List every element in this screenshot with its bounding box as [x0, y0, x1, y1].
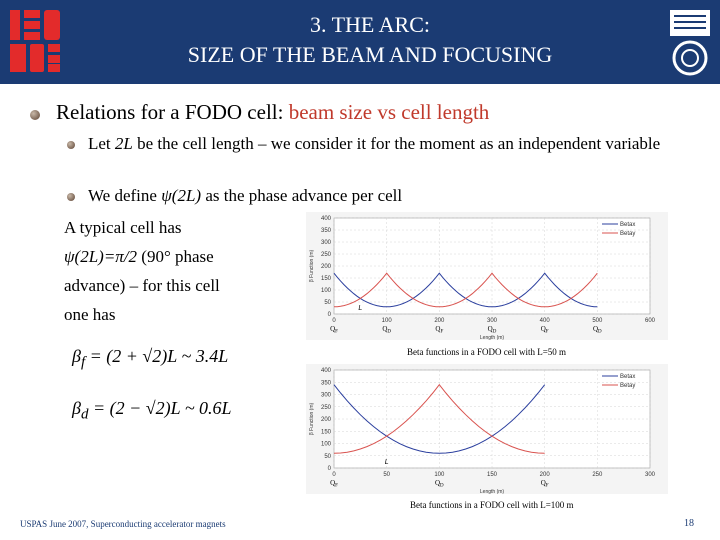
cell-length-label: L [358, 305, 362, 312]
magnet-label: QF [541, 325, 549, 335]
slide-header: 3. THE ARC: SIZE OF THE BEAM AND FOCUSIN… [0, 0, 720, 84]
footer-text: USPAS June 2007, Superconducting acceler… [20, 519, 226, 529]
sub-bullet-2-var: ψ(2L) [161, 186, 202, 205]
beta-function-chart-l100: 0 50 100 150 200 250 300 350 400 0 50 100 150 200 250 3… [306, 364, 668, 494]
x-tick-label: 0 [332, 318, 336, 324]
sub-bullet-2-a: We define [88, 186, 162, 205]
page-number: 18 [684, 518, 694, 529]
y-tick-label: 150 [321, 276, 332, 282]
magnet-label: QD [382, 325, 391, 335]
x-tick-label: 50 [383, 472, 390, 478]
magnet-label: QD [488, 325, 497, 335]
y-tick-label: 50 [324, 454, 331, 460]
formula-beta-d: βd = (2 − √2)L ~ 0.6L [72, 398, 232, 423]
y-tick-label: 300 [321, 393, 332, 399]
y-tick-label: 0 [328, 312, 332, 318]
x-tick-label: 0 [332, 472, 336, 478]
para-line-2: ψ(2L)=π/2 (90° phase [64, 242, 314, 271]
sub-bullet-1-a: Let [88, 134, 115, 153]
magnet-label: QF [541, 479, 549, 489]
x-tick-label: 400 [540, 318, 551, 324]
series-line-betay [333, 383, 545, 454]
main-bullet: Relations for a FODO cell: beam size vs … [56, 100, 489, 125]
magnet-label: QF [435, 325, 443, 335]
cell-length-label: L [385, 459, 389, 466]
y-tick-label: 200 [321, 417, 332, 423]
legend-label-betax: Betax [620, 222, 635, 228]
y-tick-label: 250 [321, 252, 332, 258]
slide-title: 3. THE ARC: SIZE OF THE BEAM AND FOCUSIN… [90, 10, 650, 70]
sub-bullet-1: Let 2L be the cell length – we consider … [88, 132, 698, 156]
y-axis-label: β Function (m) [309, 403, 315, 436]
formula-beta-f: βf = (2 + √2)L ~ 3.4L [72, 346, 229, 371]
magnet-label: QF [330, 479, 338, 489]
y-tick-label: 200 [321, 264, 332, 270]
para-line-3: advance) – for this cell [64, 276, 220, 295]
y-tick-label: 300 [321, 240, 332, 246]
chart-caption-l50: Beta functions in a FODO cell with L=50 … [407, 347, 567, 357]
x-tick-label: 600 [645, 318, 656, 324]
x-axis-label: Length (m) [480, 489, 505, 494]
y-tick-label: 150 [321, 429, 332, 435]
bullet-icon [30, 110, 40, 120]
y-tick-label: 50 [324, 300, 331, 306]
para-line-2-var: ψ(2L)=π/2 [64, 247, 138, 266]
main-bullet-text: Relations for a FODO cell: [56, 100, 289, 124]
x-axis-label: Length (m) [480, 335, 505, 340]
x-tick-label: 200 [540, 472, 551, 478]
magnet-label: QD [593, 325, 602, 335]
beta-function-chart-l50: 0 50 100 150 200 250 300 350 400 0 100 200 300 400 500… [306, 212, 668, 340]
sub-bullet-icon [67, 141, 75, 149]
sub-bullet-1-b: be the cell length – we consider it for … [132, 134, 661, 153]
institute-logo-icon [4, 4, 66, 78]
chart-caption-l100: Beta functions in a FODO cell with L=100… [410, 500, 574, 510]
magnet-label: QF [330, 325, 338, 335]
x-tick-label: 100 [434, 472, 445, 478]
x-tick-label: 300 [487, 318, 498, 324]
y-axis-label: β Function (m) [309, 250, 315, 283]
y-tick-label: 250 [321, 405, 332, 411]
lab-logo-icon [670, 10, 710, 76]
x-tick-label: 250 [592, 472, 603, 478]
legend-label-betax: Betax [620, 374, 635, 380]
title-line-2: SIZE OF THE BEAM AND FOCUSING [187, 42, 553, 67]
x-tick-label: 150 [487, 472, 498, 478]
y-tick-label: 0 [328, 466, 332, 472]
y-tick-label: 350 [321, 228, 332, 234]
sub-bullet-icon [67, 193, 75, 201]
y-tick-label: 400 [321, 216, 332, 222]
series-line-betay [333, 272, 598, 308]
para-line-1: A typical cell has [64, 218, 182, 237]
y-tick-label: 100 [321, 288, 332, 294]
x-tick-label: 200 [434, 318, 445, 324]
legend-label-betay: Betay [620, 383, 635, 389]
para-line-4: one has [64, 305, 116, 324]
sub-bullet-1-var: 2L [114, 134, 133, 153]
series-line-betax [333, 384, 546, 454]
sub-bullet-2-b: as the phase advance per cell [201, 186, 403, 205]
sub-bullet-2: We define ψ(2L) as the phase advance per… [88, 184, 402, 208]
y-tick-label: 400 [321, 368, 332, 374]
x-tick-label: 100 [382, 318, 393, 324]
magnet-label: QD [435, 479, 444, 489]
x-tick-label: 500 [592, 318, 603, 324]
title-line-1: 3. THE ARC: [309, 12, 430, 37]
x-tick-label: 300 [645, 472, 656, 478]
y-tick-label: 100 [321, 442, 332, 448]
main-bullet-highlight: beam size vs cell length [288, 100, 490, 124]
para-line-2-rest: (90° phase [137, 247, 214, 266]
legend-label-betay: Betay [620, 231, 635, 237]
typical-cell-paragraph: A typical cell has ψ(2L)=π/2 (90° phase … [64, 213, 314, 329]
y-tick-label: 350 [321, 380, 332, 386]
